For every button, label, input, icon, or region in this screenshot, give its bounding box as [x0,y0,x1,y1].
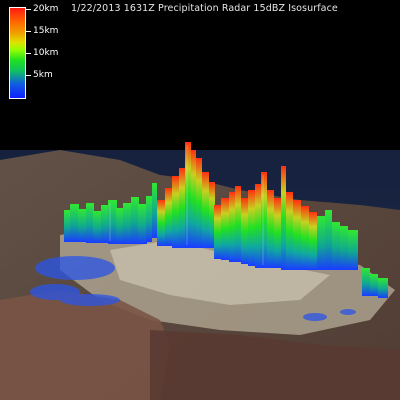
image-title: 1/22/2013 1631Z Precipitation Radar 15dB… [71,3,338,14]
foreground-land [0,290,170,400]
storm-cells-center [157,142,215,248]
low-level-echoes [30,256,356,321]
tower-highlights [109,145,264,265]
legend-label-10km: 10km [33,48,59,58]
interior-terrain-light [110,240,330,305]
legend-tick [26,53,31,54]
color-scale-bar [9,7,26,99]
legend-tick [26,75,31,76]
legend-label-5km: 5km [33,70,53,80]
height-legend: 20km 15km 10km 5km [6,4,59,100]
foreground-land-right [150,330,400,400]
storm-cells-right [214,166,317,270]
legend-label-20km: 20km [33,4,59,14]
legend-tick [26,9,31,10]
legend-tick [26,31,31,32]
legend-label-15km: 15km [33,26,59,36]
storm-cells-far-right [317,210,388,298]
storm-cells-left [64,183,157,244]
